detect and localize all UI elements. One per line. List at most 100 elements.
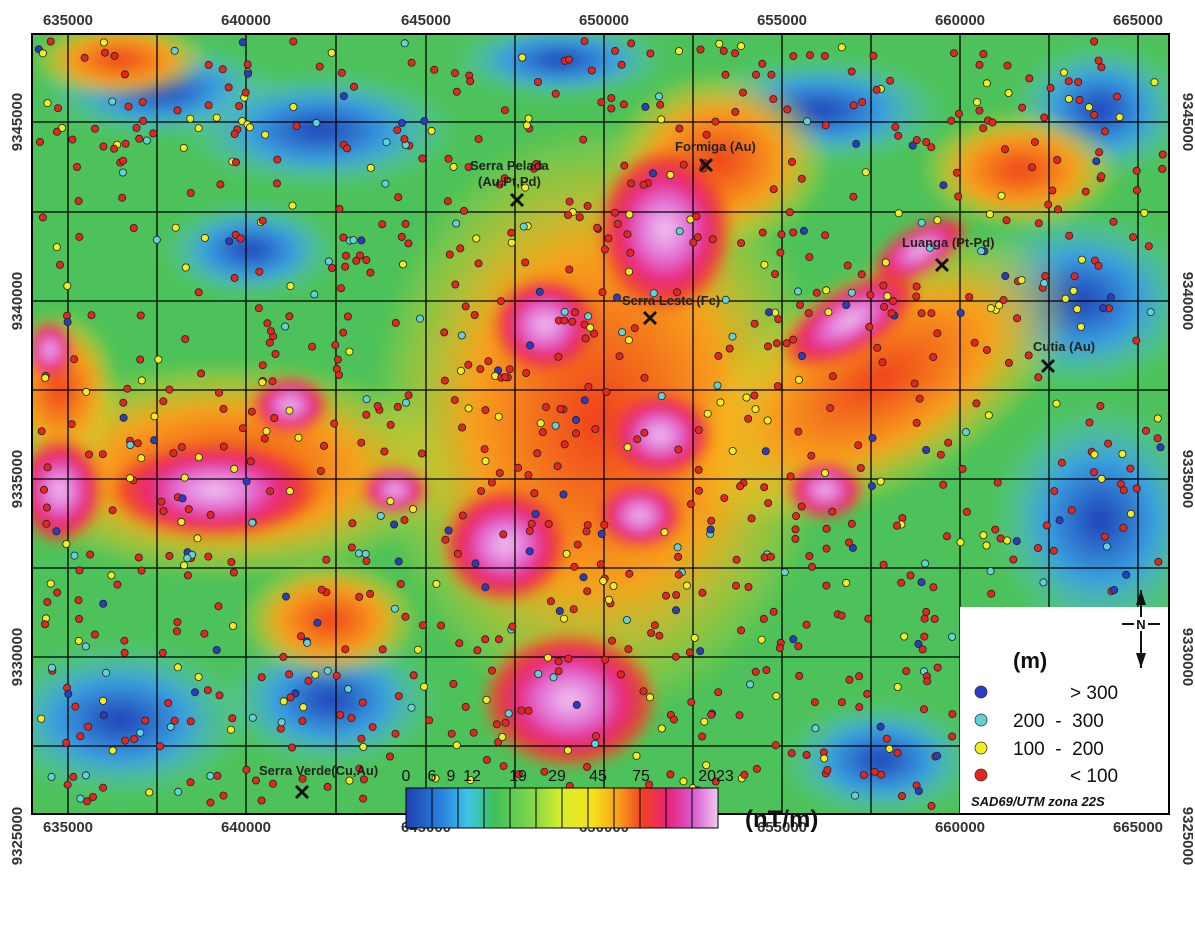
sample-point [649, 169, 658, 178]
sample-point [615, 352, 624, 361]
sample-point [674, 552, 683, 561]
sample-point [864, 614, 873, 623]
sample-point [859, 771, 868, 780]
sample-point [852, 139, 861, 148]
sample-point [288, 743, 297, 752]
sample-point [696, 647, 705, 656]
sample-point [1046, 83, 1055, 92]
sample-point [714, 688, 723, 697]
sample-point [570, 562, 579, 571]
sample-point [271, 349, 280, 358]
sample-point [349, 236, 358, 245]
sample-point [891, 123, 900, 132]
sample-point [987, 589, 996, 598]
sample-point [1002, 216, 1011, 225]
sample-point [812, 288, 821, 297]
datum-label: SAD69/UTM zona 22S [971, 794, 1105, 809]
sample-point [118, 168, 127, 177]
sample-point [310, 290, 319, 299]
sample-point [76, 732, 85, 741]
sample-point [627, 39, 636, 48]
sample-point [672, 606, 681, 615]
sample-point [304, 676, 313, 685]
sample-point [477, 487, 486, 496]
sample-point [343, 144, 352, 153]
colorbar-unit: (nT/m) [745, 806, 818, 833]
sample-point [720, 494, 729, 503]
x-tick-label-top: 650000 [579, 12, 629, 29]
sample-point [1102, 542, 1111, 551]
sample-point [334, 370, 343, 379]
sample-point [517, 706, 526, 715]
sample-point [914, 639, 923, 648]
sample-point [524, 471, 533, 480]
sample-point [451, 280, 460, 289]
sample-point [495, 468, 504, 477]
sample-point [787, 749, 796, 758]
sample-point [43, 463, 52, 472]
sample-point [721, 70, 730, 79]
sample-point [70, 355, 79, 364]
sample-point [248, 713, 257, 722]
sample-point [979, 50, 988, 59]
sample-point [206, 771, 215, 780]
legend-label-200-300: 200 - 300 [1013, 711, 1104, 732]
sample-point [1042, 521, 1051, 530]
sample-point [879, 560, 888, 569]
sample-point [572, 415, 581, 424]
sample-point [141, 716, 150, 725]
sample-point [751, 667, 760, 676]
sample-point [170, 716, 179, 725]
sample-point [366, 163, 375, 172]
sample-point [1048, 186, 1057, 195]
sample-point [204, 552, 213, 561]
sample-point [525, 547, 534, 556]
sample-point [298, 717, 307, 726]
sample-point [912, 292, 921, 301]
sample-point [761, 447, 770, 456]
sample-point [230, 464, 239, 473]
sample-point [604, 234, 613, 243]
sample-point [641, 102, 650, 111]
sample-point [560, 307, 569, 316]
sample-point [142, 136, 151, 145]
sample-point [349, 82, 358, 91]
colorbar-tick-label: 9 [447, 768, 456, 785]
place-serra-pelada: Serra Pelada [470, 158, 550, 173]
sample-point [984, 411, 993, 420]
sample-point [394, 193, 403, 202]
colorbar-tick-label: 2023 [698, 768, 734, 785]
sample-point [324, 257, 333, 266]
sample-point [868, 433, 877, 442]
sample-point [956, 538, 965, 547]
sample-point [925, 243, 934, 252]
sample-point [1077, 255, 1086, 264]
sample-point [1094, 261, 1103, 270]
sample-point [494, 412, 503, 421]
sample-point [536, 419, 545, 428]
sample-point [995, 301, 1004, 310]
sample-point [108, 746, 117, 755]
sample-point [544, 520, 553, 529]
sample-point [119, 413, 128, 422]
sample-point [173, 663, 182, 672]
sample-point [623, 443, 632, 452]
sample-point [347, 714, 356, 723]
sample-point [534, 78, 543, 87]
sample-point [159, 507, 168, 516]
sample-point [455, 639, 464, 648]
sample-point [461, 702, 470, 711]
sample-point [1090, 110, 1099, 119]
sample-point [443, 197, 452, 206]
sample-point [355, 764, 364, 773]
sample-point [580, 396, 589, 405]
sample-point [138, 98, 147, 107]
sample-point [343, 312, 352, 321]
sample-point [186, 778, 195, 787]
sample-point [47, 663, 56, 672]
y-tick-label-right: 9335000 [1179, 450, 1195, 508]
sample-point [285, 670, 294, 679]
sample-point [823, 766, 832, 775]
sample-point [758, 228, 767, 237]
x-tick-label-bottom: 635000 [43, 819, 93, 836]
